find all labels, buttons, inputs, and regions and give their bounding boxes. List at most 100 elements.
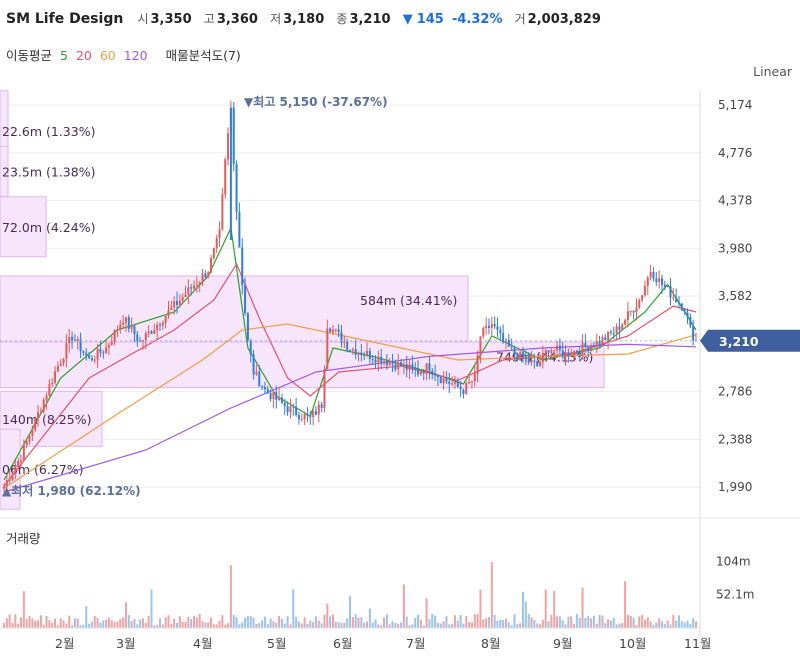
candle-body	[598, 341, 601, 345]
candle-body	[536, 361, 539, 366]
candle-body	[334, 329, 337, 331]
candle-body	[25, 441, 28, 445]
candle-body	[385, 361, 388, 366]
open-label: 시	[137, 12, 149, 26]
volume-bar	[578, 617, 581, 628]
candle-body	[88, 355, 91, 359]
volume-bar	[524, 601, 527, 628]
volume-bar	[190, 619, 193, 628]
volume-bar	[349, 596, 351, 628]
volume-bar	[326, 603, 329, 628]
volume-bar	[56, 625, 59, 628]
candle-body	[34, 417, 37, 431]
volume-bar	[615, 624, 618, 628]
candle-body	[300, 418, 303, 420]
candle-body	[400, 362, 403, 367]
candle-body	[153, 329, 156, 334]
candle-body	[303, 414, 306, 419]
volume-bar	[306, 623, 309, 628]
volume-bar	[692, 618, 695, 628]
volume-bar	[504, 618, 507, 628]
ma20-legend[interactable]: 20	[75, 48, 92, 63]
volume-bar	[45, 616, 48, 628]
volume-bar	[96, 617, 99, 628]
candle-body	[689, 316, 692, 327]
volume-bar	[513, 614, 516, 628]
candle-body	[428, 363, 431, 371]
candle-body	[655, 278, 658, 282]
volume-bar	[584, 617, 587, 628]
candle-body	[309, 415, 312, 418]
candle-body	[178, 300, 181, 305]
candle-body	[176, 301, 178, 305]
candle-body	[76, 339, 79, 341]
candle-body	[337, 329, 340, 333]
candle-body	[110, 341, 113, 345]
ma5-legend[interactable]: 5	[60, 48, 68, 63]
volume-bar	[638, 616, 641, 628]
volume-bar	[490, 562, 493, 628]
volume-profile-bar	[0, 196, 47, 258]
volume-bar	[394, 622, 397, 628]
volume-bar	[527, 614, 530, 628]
volume-bar	[663, 624, 666, 628]
volume-bar	[278, 615, 281, 628]
volume-bar	[479, 589, 482, 628]
candle-body	[85, 352, 88, 356]
candle-body	[306, 414, 309, 416]
candle-body	[533, 360, 536, 362]
volume-bar	[204, 622, 207, 628]
x-tick-label: 4월	[193, 636, 212, 651]
volume-bar	[652, 624, 655, 628]
ma120-legend[interactable]: 120	[123, 48, 148, 63]
y-tick-label: 4,776	[718, 146, 752, 160]
candle-body	[122, 322, 125, 325]
candle-body	[252, 354, 255, 375]
volume-bar	[629, 616, 632, 628]
high-value: 3,360	[216, 12, 258, 27]
volume-bar	[85, 606, 88, 628]
volume-bar	[224, 624, 227, 628]
volume-bar	[255, 623, 258, 628]
volume-bar	[314, 616, 317, 628]
candle-body	[558, 345, 561, 351]
candle-body	[357, 352, 360, 355]
candle-body	[17, 460, 20, 467]
candle-body	[510, 346, 513, 348]
volume-profile-legend[interactable]: 매물분석도(7)	[165, 48, 241, 63]
candle-body	[289, 406, 292, 413]
volume-bar	[434, 615, 437, 628]
volume-bar	[417, 614, 420, 628]
volume-bar	[82, 624, 85, 628]
volume-bar	[666, 620, 669, 628]
volume-bar	[42, 624, 45, 628]
volume-bar	[300, 623, 303, 628]
candle-body	[90, 358, 93, 361]
volume-bar	[547, 621, 550, 628]
volume-bar	[371, 622, 374, 628]
candle-body	[190, 287, 193, 289]
scale-toggle-button[interactable]: Linear	[753, 64, 792, 79]
volume-profile-label: 22.6m (1.33%)	[2, 124, 95, 139]
candle-body	[570, 355, 573, 357]
volume-bar	[439, 623, 442, 628]
volume-bar	[127, 615, 130, 628]
volume-bar	[76, 618, 79, 628]
candle-body	[292, 406, 295, 408]
volume-bar	[476, 614, 479, 628]
candle-body	[604, 337, 607, 341]
volume-bar	[612, 617, 615, 628]
volume-bar	[107, 617, 110, 628]
volume-bar	[536, 623, 539, 628]
volume-bar	[158, 618, 161, 628]
ma60-legend[interactable]: 60	[99, 48, 116, 63]
candle-body	[366, 350, 369, 356]
volume-bar	[683, 622, 686, 628]
volume-bar	[283, 623, 286, 628]
volume-bar	[366, 621, 369, 628]
volume-bar	[136, 624, 139, 628]
candle-body	[578, 351, 581, 355]
candle-body	[612, 332, 615, 334]
volume-bar	[567, 616, 570, 628]
